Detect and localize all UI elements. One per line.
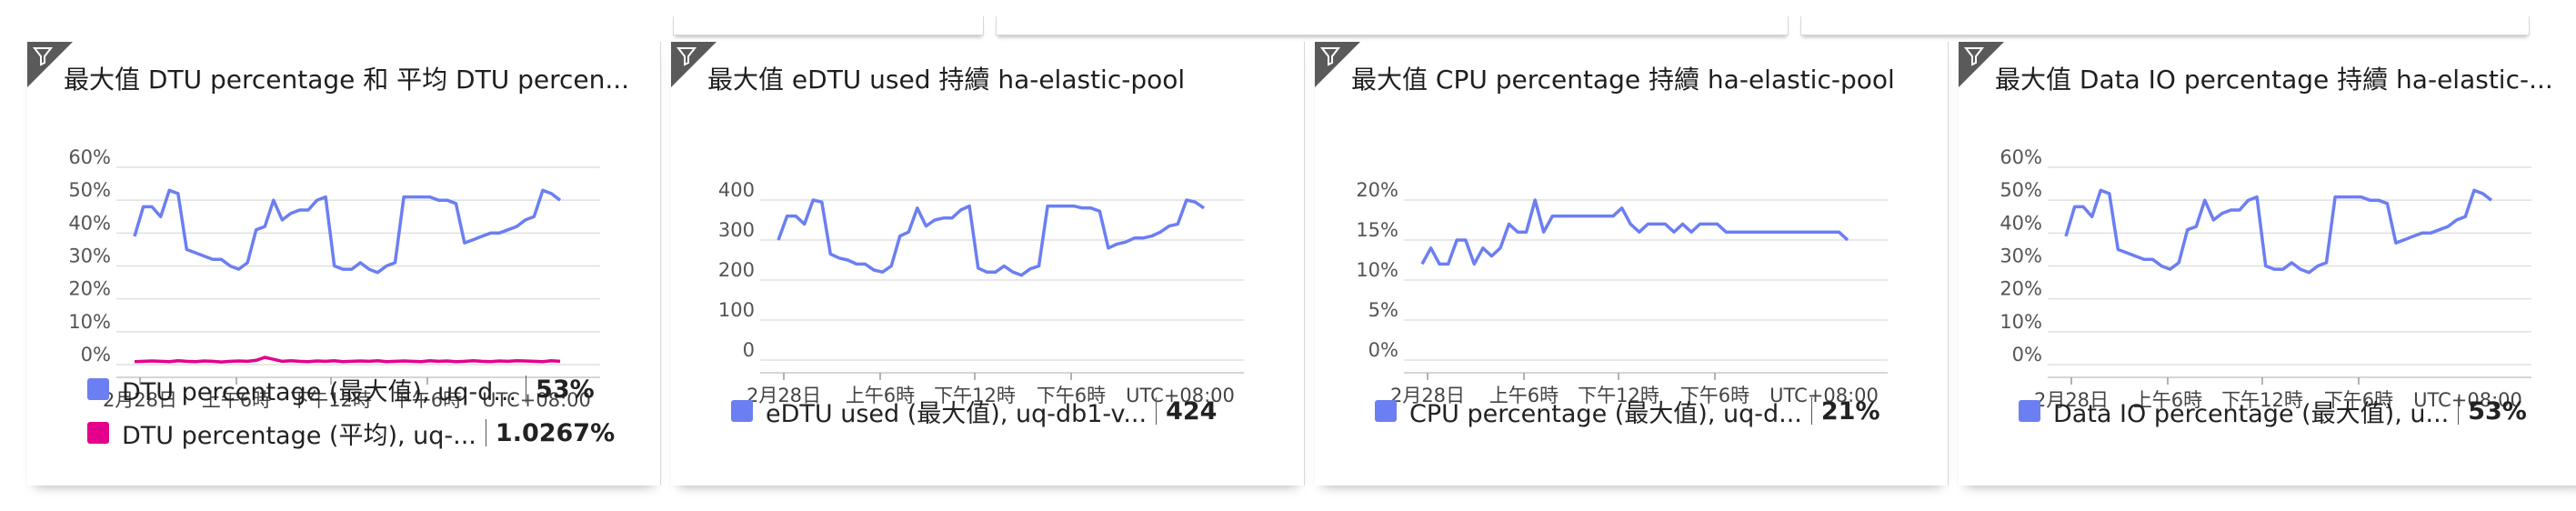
tile-top-edge — [996, 16, 1789, 35]
legend-swatch — [2019, 400, 2040, 422]
line-chart[interactable]: 20% 15% 10% 5% 0% 2月28日 上午6時 下午12時 下午6時 UTC+08:00 — [1315, 105, 1948, 415]
legend-item[interactable]: CPU percentage (最大值), uq-d... 21% — [1375, 393, 1880, 429]
legend-divider — [1810, 397, 1812, 425]
y-tick-label: 50% — [2000, 179, 2042, 201]
legend-item[interactable]: eDTU used (最大值), uq-db1-v... 424 — [731, 393, 1217, 429]
y-tick-label: 20% — [68, 278, 111, 300]
series-line — [134, 356, 561, 364]
x-tick-label: UTC+08:00 — [2413, 389, 2522, 411]
legend-item[interactable]: DTU percentage (平均), uq-... 1.0267% — [87, 415, 615, 451]
y-tick-label: 0% — [1368, 339, 1398, 361]
x-tick-label: 下午12時 — [934, 385, 1016, 406]
legend-divider — [1156, 397, 1158, 425]
filter-icon[interactable] — [1315, 42, 1360, 87]
line-chart[interactable]: 400 300 200 100 0 2月28日 上午6時 下午12時 下午6時 UTC+08:00 — [671, 105, 1304, 415]
y-tick-label: 200 — [718, 259, 755, 281]
legend-value: 53% — [536, 375, 595, 404]
filter-icon[interactable] — [27, 42, 73, 87]
tile-data-io-percentage[interactable]: 最大值 Data IO percentage 持續 ha-elastic-...… — [1959, 42, 2576, 486]
legend-divider — [2458, 397, 2460, 425]
x-tick-label: 2月28日 — [103, 389, 177, 411]
legend-series-name: DTU percentage (平均), uq-... — [122, 421, 476, 450]
y-tick-label: 40% — [68, 212, 111, 234]
y-tick-label: 20% — [2000, 278, 2042, 300]
x-tick-label: 上午6時 — [1489, 385, 1559, 406]
y-tick-label: 0 — [743, 339, 755, 361]
legend-value: 21% — [1820, 396, 1880, 426]
y-tick-label: 30% — [2000, 245, 2042, 267]
x-tick-label: 下午6時 — [1037, 385, 1106, 406]
y-tick-label: 15% — [1356, 219, 1398, 241]
x-tick-label: UTC+08:00 — [482, 389, 591, 411]
legend-swatch — [87, 378, 109, 400]
legend-swatch — [731, 400, 753, 422]
x-tick-label: 下午12時 — [290, 389, 372, 411]
y-tick-label: 5% — [1368, 299, 1398, 321]
x-tick-label: UTC+08:00 — [1126, 385, 1235, 406]
x-tick-label: UTC+08:00 — [1769, 385, 1879, 406]
legend-item[interactable]: Data IO percentage (最大值), u... 53% — [2019, 393, 2527, 429]
line-chart[interactable]: 60% 50% 40% 30% 20% 10% 0% 2月28日 上午6時 下午12時 下午6時 UT… — [1959, 105, 2576, 415]
tile-title: 最大值 Data IO percentage 持續 ha-elastic-... — [1995, 65, 2553, 95]
tile-dtu-percentage[interactable]: 最大值 DTU percentage 和 平均 DTU percen... 60… — [27, 42, 661, 486]
tile-title: 最大值 CPU percentage 持續 ha-elastic-pool — [1351, 65, 1895, 95]
x-tick-label: 下午6時 — [2324, 389, 2393, 411]
tile-top-edge — [1800, 16, 2530, 35]
tile-title: 最大值 eDTU used 持續 ha-elastic-pool — [707, 65, 1186, 95]
y-tick-label: 30% — [68, 245, 111, 267]
y-tick-label: 60% — [2000, 146, 2042, 168]
y-tick-label: 50% — [68, 179, 111, 201]
legend-series-name: DTU percentage (最大值), uq-d... — [122, 377, 517, 406]
y-tick-label: 40% — [2000, 212, 2042, 234]
legend-series-name: eDTU used (最大值), uq-db1-v... — [766, 399, 1148, 428]
x-tick-label: 2月28日 — [747, 385, 821, 406]
legend-swatch — [87, 422, 109, 444]
x-tick-label: 上午6時 — [2133, 389, 2202, 411]
legend-swatch — [1375, 400, 1397, 422]
series-line — [777, 198, 1205, 277]
x-tick-label: 下午12時 — [1578, 385, 1659, 406]
legend-series-name: Data IO percentage (最大值), u... — [2053, 399, 2450, 428]
x-tick-label: 上午6時 — [846, 385, 915, 406]
tile-edtu-used[interactable]: 最大值 eDTU used 持續 ha-elastic-pool 400 300 2… — [671, 42, 1305, 486]
series-line — [1420, 198, 1849, 266]
y-tick-label: 0% — [81, 344, 111, 366]
x-tick-label: 2月28日 — [2034, 389, 2109, 411]
y-tick-label: 10% — [2000, 311, 2042, 333]
legend-value: 53% — [2468, 396, 2527, 426]
x-tick-label: 下午12時 — [2221, 389, 2303, 411]
filter-icon[interactable] — [1959, 42, 2004, 87]
line-chart[interactable]: 60% 50% 40% 30% 20% 10% 0% 2月28日 上午6時 下午12時 下午6時 UT… — [27, 105, 660, 415]
x-tick-label: 下午6時 — [1680, 385, 1749, 406]
tile-cpu-percentage[interactable]: 最大值 CPU percentage 持續 ha-elastic-pool 20… — [1315, 42, 1949, 486]
filter-icon[interactable] — [671, 42, 717, 87]
series-line — [2064, 188, 2493, 275]
tile-top-edge — [673, 16, 984, 35]
y-tick-label: 10% — [1356, 259, 1398, 281]
y-tick-label: 100 — [718, 299, 755, 321]
y-tick-label: 0% — [2012, 344, 2042, 366]
y-tick-label: 300 — [718, 219, 755, 241]
x-tick-label: 下午6時 — [393, 389, 462, 411]
legend-value: 1.0267% — [495, 418, 616, 447]
legend-series-name: CPU percentage (最大值), uq-d... — [1409, 399, 1802, 428]
legend-item[interactable]: DTU percentage (最大值), uq-d... 53% — [87, 371, 595, 407]
y-tick-label: 60% — [68, 146, 111, 168]
series-line — [133, 188, 562, 275]
x-tick-label: 2月28日 — [1390, 385, 1465, 406]
y-tick-label: 20% — [1356, 179, 1398, 201]
tile-title: 最大值 DTU percentage 和 平均 DTU percen... — [64, 65, 630, 95]
y-tick-label: 400 — [718, 179, 755, 201]
x-tick-label: 上午6時 — [202, 389, 271, 411]
y-tick-label: 10% — [68, 311, 111, 333]
legend-value: 424 — [1166, 396, 1218, 426]
